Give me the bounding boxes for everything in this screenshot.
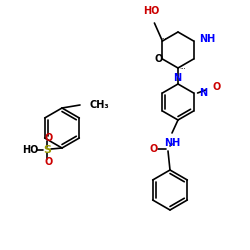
Text: O: O [212,82,221,92]
Text: NH: NH [200,34,216,44]
Text: CH₃: CH₃ [89,100,108,110]
Text: O: O [154,54,162,64]
Text: ···: ··· [179,66,186,72]
Text: O: O [45,157,53,167]
Text: O: O [150,144,158,154]
Text: N: N [173,73,181,83]
Text: HO: HO [22,145,38,155]
Text: HO: HO [143,6,160,16]
Text: S: S [43,145,51,155]
Text: O: O [45,133,53,143]
Text: NH: NH [164,138,180,148]
Text: N: N [200,88,208,98]
Text: ···: ··· [160,36,167,42]
